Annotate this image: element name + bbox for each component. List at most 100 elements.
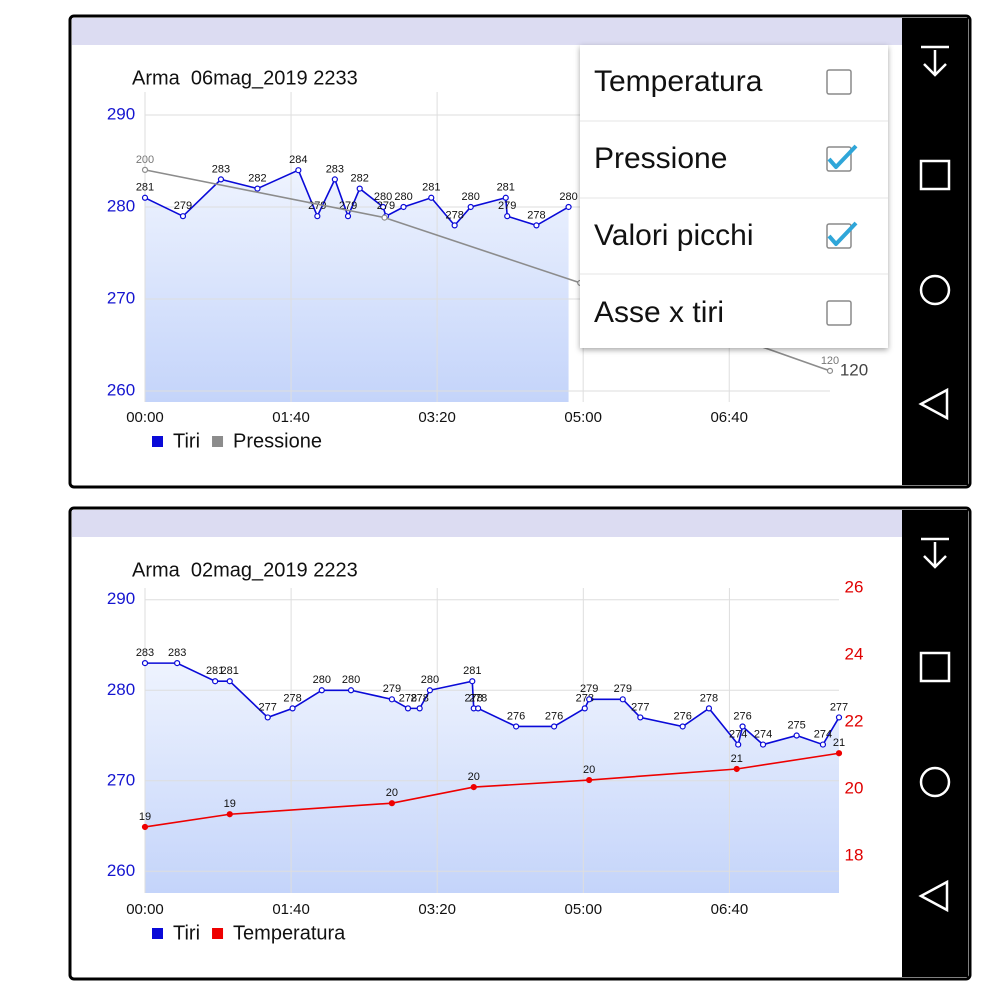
data-point	[565, 203, 572, 211]
data-point	[502, 194, 509, 201]
data-point	[388, 800, 396, 807]
data-point	[467, 203, 474, 211]
menu-item-label[interactable]: Asse x tiri	[594, 296, 724, 329]
data-point	[331, 176, 338, 183]
data-point	[289, 705, 296, 712]
value-label: 281	[463, 665, 481, 677]
value-label: 274	[729, 728, 747, 740]
app-title: Grafico	[148, 0, 212, 22]
value-label: 277	[259, 701, 277, 713]
value-label: 278	[410, 692, 428, 704]
value-label: 277	[631, 701, 649, 713]
data-point	[212, 678, 219, 685]
data-point	[637, 714, 644, 721]
data-point	[581, 705, 588, 712]
y-tick-label: 280	[107, 680, 135, 699]
data-point	[475, 705, 482, 712]
y2-tick-label: 24	[845, 645, 864, 664]
value-label: 279	[383, 683, 401, 695]
chart-title: Arma 06mag_2019 2233	[132, 67, 358, 89]
value-label: 276	[733, 710, 751, 722]
data-point	[826, 367, 834, 374]
y2-tick-label: 26	[845, 577, 864, 596]
menu-item-label[interactable]: Temperatura	[594, 65, 763, 98]
data-point	[735, 741, 742, 748]
chart: Arma 02mag_2019 2223 00:00 01:40 03:20 05:00…	[107, 559, 864, 944]
value-label: 275	[787, 719, 805, 731]
value-label: 120	[821, 355, 839, 367]
value-label: 200	[136, 154, 154, 166]
value-label: 21	[833, 737, 845, 749]
data-point	[174, 660, 181, 667]
data-point	[347, 687, 355, 694]
menu-item-label[interactable]: Valori picchi	[594, 219, 754, 252]
checkbox[interactable]	[826, 146, 852, 172]
value-label: 280	[394, 191, 412, 203]
checkbox[interactable]	[826, 300, 852, 326]
value-label: 283	[136, 647, 154, 659]
data-point	[426, 687, 434, 694]
value-label: 279	[614, 683, 632, 695]
x-tick-label: 00:00	[126, 409, 164, 426]
value-label: 280	[462, 191, 480, 203]
data-point	[356, 185, 363, 192]
checkmark	[827, 144, 858, 169]
area-fill	[145, 170, 569, 402]
value-label: 284	[289, 154, 307, 166]
value-label: 281	[221, 665, 239, 677]
data-point	[428, 194, 435, 201]
data-point	[819, 741, 827, 748]
x-tick-label: 01:40	[272, 409, 310, 426]
data-point	[733, 765, 740, 773]
checkbox[interactable]	[826, 69, 852, 95]
y-tick-label: 270	[107, 770, 135, 789]
data-point	[381, 214, 388, 221]
legend-swatch	[212, 436, 224, 447]
y-tick-label: 260	[107, 380, 135, 399]
value-label: 276	[507, 710, 525, 722]
value-label: 19	[224, 798, 236, 810]
x-tick-label: 06:40	[711, 901, 749, 918]
checkbox[interactable]	[826, 223, 852, 249]
data-point	[141, 660, 149, 667]
value-label: 19	[139, 811, 151, 823]
legend-label: Tiri	[173, 430, 200, 452]
y2-tick-label: 18	[845, 846, 864, 865]
data-point	[619, 696, 626, 703]
data-point	[141, 823, 149, 831]
value-label: 274	[754, 728, 772, 740]
data-point	[835, 714, 843, 721]
data-point	[504, 213, 511, 220]
data-point	[470, 783, 477, 791]
menu-item-label[interactable]: Pressione	[594, 142, 727, 175]
data-point	[226, 811, 233, 818]
y2-tick-label: 22	[845, 712, 864, 731]
value-label: 278	[465, 692, 483, 704]
app-title: Grafico	[148, 492, 212, 514]
data-point	[739, 723, 746, 730]
data-point	[705, 705, 713, 712]
value-label: 278	[445, 209, 463, 221]
value-label: 283	[168, 647, 186, 659]
value-label: 280	[313, 674, 331, 686]
value-label: 21	[731, 753, 743, 765]
value-label: 281	[497, 182, 515, 194]
data-point	[679, 723, 686, 730]
data-point	[759, 741, 767, 748]
nav-icons[interactable]	[918, 45, 951, 913]
data-point	[586, 776, 593, 784]
value-label: 278	[527, 209, 545, 221]
y2-tick-label: 20	[845, 779, 864, 798]
chart-title: Arma 02mag_2019 2223	[132, 559, 358, 581]
data-point	[141, 194, 149, 201]
nav-bar	[902, 18, 968, 977]
value-label: 20	[583, 764, 595, 776]
value-label: 282	[351, 172, 369, 184]
x-tick-label: 01:40	[272, 901, 310, 918]
data-point	[217, 176, 225, 183]
value-label: 281	[422, 182, 440, 194]
data-point	[404, 705, 412, 712]
value-label: 283	[212, 163, 230, 175]
data-point	[179, 213, 187, 220]
options-menu: Temperatura Pressione Valori picchi Asse x …	[580, 45, 888, 348]
